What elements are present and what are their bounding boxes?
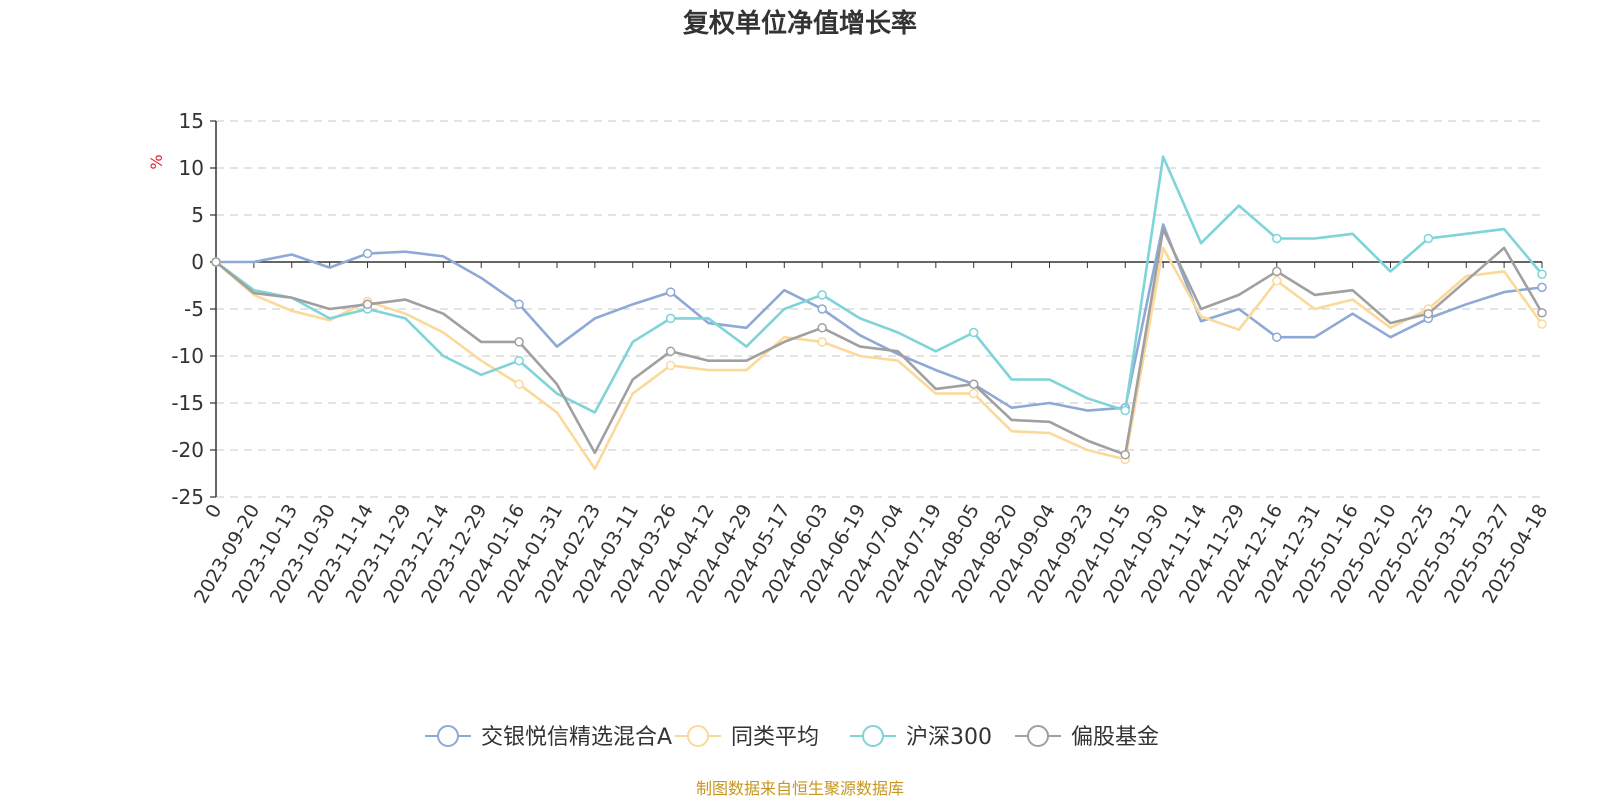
series-point-0 (514, 299, 524, 310)
series-line-3 (215, 227, 1544, 457)
series-line-1 (215, 246, 1544, 471)
y-tick-label: -20 (171, 438, 204, 462)
legend-label: 沪深300 (906, 725, 992, 750)
series-point-2 (1272, 233, 1282, 244)
axes: 151050-5-10-15-20-2502023-09-202023-10-1… (171, 109, 1552, 607)
y-tick-label: 15 (179, 109, 204, 133)
series-point-0 (665, 287, 676, 297)
series-point-3 (1272, 266, 1282, 277)
y-tick-label: -15 (171, 391, 204, 415)
chart-title: 复权单位净值增长率 (683, 8, 917, 39)
legend-label: 偏股基金 (1071, 725, 1159, 750)
y-tick-label: -5 (184, 297, 204, 321)
series-line-0 (216, 223, 1543, 412)
legend-label: 交银悦信精选混合A (481, 725, 672, 750)
series-lines (211, 155, 1547, 471)
series-point-3 (362, 299, 373, 310)
series-point-2 (1537, 269, 1547, 279)
series-point-1 (665, 360, 676, 371)
x-tick-label: 0 (201, 501, 226, 522)
series-point-1 (968, 388, 979, 399)
y-tick-label: 0 (191, 250, 204, 274)
series-point-1 (1272, 276, 1282, 286)
series-point-3 (1423, 308, 1434, 319)
series-point-0 (817, 304, 827, 314)
series-point-1 (1537, 319, 1547, 329)
legend-item-3[interactable]: 偏股基金 (1015, 725, 1159, 750)
series-point-0 (1537, 282, 1547, 293)
series-point-3 (514, 337, 524, 347)
series-point-0 (362, 248, 373, 259)
y-axis-unit: % (147, 154, 166, 169)
y-tick-label: -10 (171, 344, 204, 368)
data-source-note: 制图数据来自恒生聚源数据库 (696, 779, 904, 798)
legend-item-2[interactable]: 沪深300 (850, 725, 992, 750)
legend-swatch-marker (1027, 725, 1049, 747)
legend-swatch-marker (437, 725, 459, 747)
y-tick-label: 10 (179, 156, 204, 180)
grid-lines (216, 120, 1542, 498)
series-point-1 (817, 337, 827, 347)
series-point-2 (665, 313, 676, 324)
series-point-0 (1272, 332, 1282, 342)
series-line-2 (215, 155, 1543, 414)
legend-swatch-marker (687, 725, 709, 747)
y-tick-label: -25 (171, 485, 204, 509)
legend-item-0[interactable]: 交银悦信精选混合A (425, 725, 672, 750)
legend-item-1[interactable]: 同类平均 (675, 725, 819, 750)
series-point-3 (1120, 449, 1131, 460)
series-point-3 (1537, 308, 1547, 318)
legend-label: 同类平均 (731, 725, 819, 750)
series-point-3 (817, 323, 827, 333)
legend-swatch-marker (862, 725, 884, 747)
series-point-3 (968, 379, 979, 389)
y-tick-label: 5 (191, 203, 204, 227)
series-point-2 (1120, 405, 1131, 416)
series-point-2 (968, 327, 979, 338)
series-point-3 (665, 346, 676, 357)
legend[interactable]: 交银悦信精选混合A 同类平均 沪深300 偏股基金 (425, 725, 1159, 750)
series-point-1 (514, 379, 524, 389)
series-point-2 (1423, 233, 1434, 244)
series-point-2 (514, 355, 524, 366)
series-point-2 (817, 290, 827, 300)
series-point-3 (211, 257, 221, 267)
